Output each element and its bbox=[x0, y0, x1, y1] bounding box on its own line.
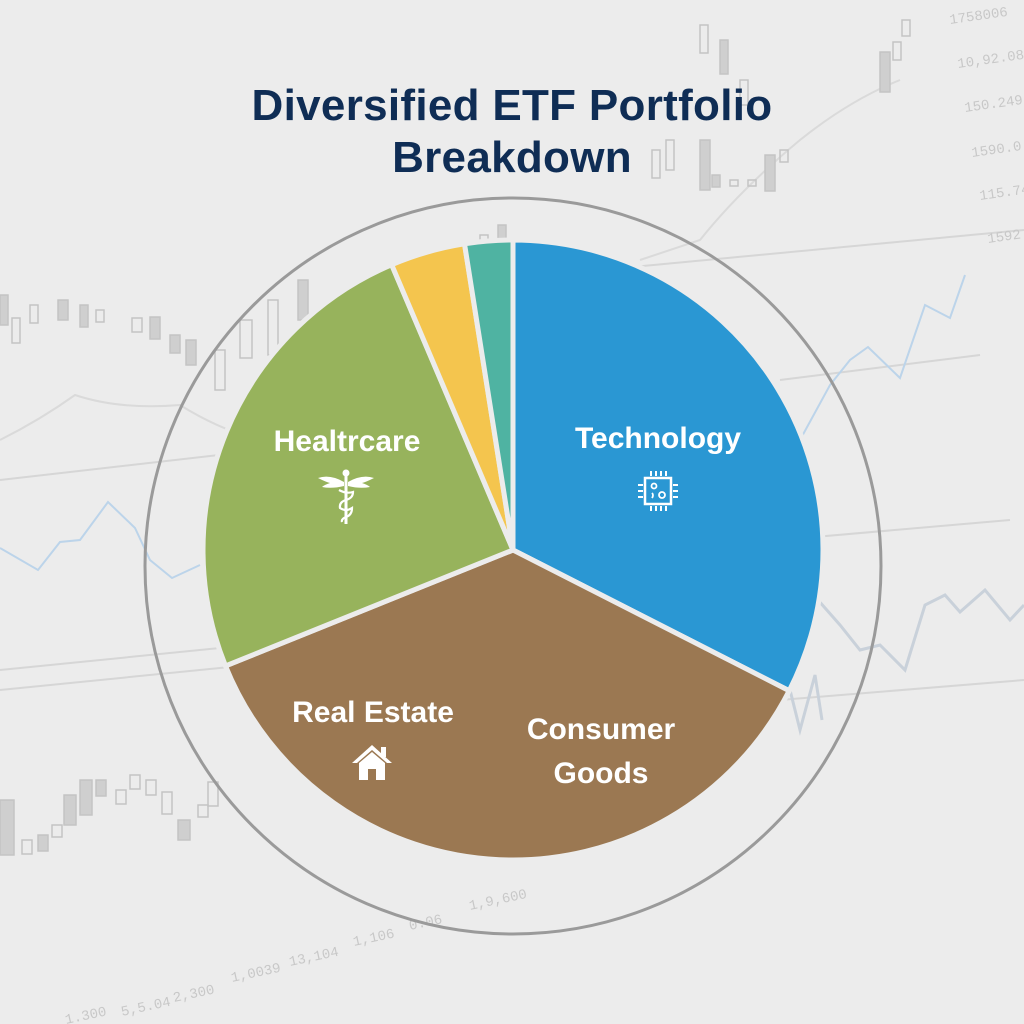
consumer-goods-line-1: Consumer bbox=[526, 713, 676, 746]
outer-ring bbox=[143, 196, 883, 936]
svg-text:1592: 1592 bbox=[986, 227, 1022, 248]
chart-title-line-2: Breakdown bbox=[392, 133, 632, 182]
slice-label-real-estate: Real Estate bbox=[292, 696, 454, 729]
slice-label-consumer-goods: Consumer Goods bbox=[527, 708, 675, 796]
house-icon bbox=[350, 742, 394, 787]
slice-label-healthcare: Healtrcare bbox=[273, 425, 421, 458]
consumer-goods-line-2: Goods bbox=[553, 757, 649, 790]
svg-text:1590.0: 1590.0 bbox=[970, 139, 1022, 162]
chart-title-line-1: Diversified ETF Portfolio bbox=[251, 81, 773, 130]
caduceus-icon bbox=[316, 468, 376, 531]
pie-slice-consumer-goods-real-estate bbox=[222, 547, 792, 863]
pie-slice-teal bbox=[462, 237, 516, 553]
slice-label-technology: Technology bbox=[574, 422, 742, 455]
microchip-icon bbox=[635, 468, 681, 519]
pie-slice-healthcare bbox=[200, 262, 516, 669]
chart-title: Diversified ETF Portfolio Breakdown bbox=[0, 80, 1024, 184]
svg-text:115.74: 115.74 bbox=[978, 182, 1024, 205]
pie-slice-technology bbox=[510, 237, 826, 694]
